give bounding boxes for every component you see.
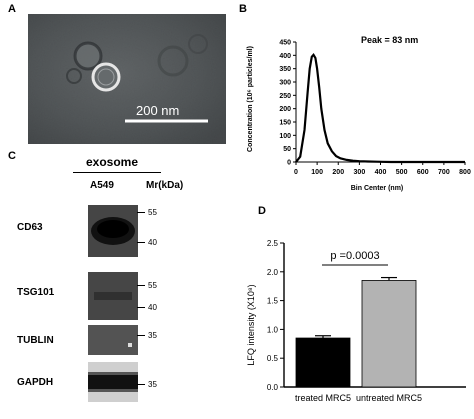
scale-bar-label: 200 nm bbox=[136, 103, 180, 118]
exosome-header-line bbox=[73, 172, 161, 173]
size-distribution-curve bbox=[295, 52, 465, 164]
b-y-tick-label: 200 bbox=[279, 106, 291, 113]
blot-label-tsg101: TSG101 bbox=[17, 287, 55, 298]
size-distribution-chart: 0 100 200 300 400 500 600 700 800 0 50 100 150 200 25… bbox=[247, 35, 471, 192]
marker-tsg101-40: 40 bbox=[148, 303, 157, 312]
blot-label-cd63: CD63 bbox=[17, 222, 43, 233]
marker-tick-tublin-35 bbox=[137, 335, 145, 336]
marker-tick-gapdh-35 bbox=[137, 384, 145, 385]
mr-label: Mr(kDa) bbox=[146, 180, 184, 191]
d-y-tick-label: 1.0 bbox=[267, 325, 279, 334]
bar-untreated bbox=[361, 280, 417, 388]
b-y-tick-label: 250 bbox=[279, 93, 291, 100]
d-y-tick-label: 2.5 bbox=[267, 239, 279, 248]
b-x-tick-label: 600 bbox=[417, 169, 429, 176]
panel-a-letter: A bbox=[8, 3, 16, 15]
blot-cd63 bbox=[88, 205, 138, 257]
marker-tick-cd63-55 bbox=[137, 212, 145, 213]
d-category-label: treated MRC5 bbox=[295, 393, 351, 403]
blot-label-tublin: TUBLIN bbox=[17, 335, 54, 346]
b-x-tick-label: 0 bbox=[294, 169, 298, 176]
marker-tick-tsg101-40 bbox=[137, 307, 145, 308]
lane-label: A549 bbox=[90, 180, 114, 191]
b-x-tick-label: 800 bbox=[459, 169, 471, 176]
blot-gapdh bbox=[88, 362, 138, 402]
b-xlabel: Bin Center (nm) bbox=[351, 185, 404, 192]
d-y-tick-label: 1.5 bbox=[267, 297, 279, 306]
b-y-tick-label: 350 bbox=[279, 66, 291, 73]
marker-cd63-55: 55 bbox=[148, 208, 157, 217]
tem-micrograph bbox=[28, 14, 226, 144]
marker-tick-cd63-40 bbox=[137, 242, 145, 243]
b-x-tick-label: 700 bbox=[438, 169, 450, 176]
b-x-tick-label: 100 bbox=[311, 169, 323, 176]
marker-tsg101-55: 55 bbox=[148, 281, 157, 290]
d-y-tick-label: 0.0 bbox=[267, 383, 279, 392]
blot-label-gapdh: GAPDH bbox=[17, 377, 54, 388]
marker-tublin-35: 35 bbox=[148, 331, 157, 340]
lfq-bar-chart: 0.0 0.5 1.0 1.5 2.0 2.5 treated MRC5 untreated… bbox=[246, 239, 466, 403]
d-y-tick-label: 2.0 bbox=[267, 268, 279, 277]
b-y-tick-label: 0 bbox=[287, 160, 291, 167]
d-category-label: untreated MRC5 bbox=[356, 393, 422, 403]
b-x-tick-label: 500 bbox=[396, 169, 408, 176]
marker-tick-tsg101-55 bbox=[137, 285, 145, 286]
p-value-label: p =0.0003 bbox=[330, 250, 379, 262]
b-y-tick-label: 400 bbox=[279, 53, 291, 60]
peak-annotation: Peak = 83 nm bbox=[361, 35, 418, 45]
d-y-tick-label: 0.5 bbox=[267, 354, 279, 363]
panel-c-letter: C bbox=[8, 150, 16, 162]
b-ylabel: Concentration (10⁶ particles/ml) bbox=[247, 46, 254, 152]
b-y-tick-label: 450 bbox=[279, 40, 291, 47]
b-x-tick-label: 200 bbox=[332, 169, 344, 176]
b-x-tick-label: 400 bbox=[375, 169, 387, 176]
b-y-tick-label: 100 bbox=[279, 133, 291, 140]
bar-treated bbox=[295, 337, 351, 388]
marker-cd63-40: 40 bbox=[148, 238, 157, 247]
b-y-tick-label: 300 bbox=[279, 80, 291, 87]
marker-gapdh-35: 35 bbox=[148, 380, 157, 389]
b-y-tick-label: 150 bbox=[279, 120, 291, 127]
b-x-tick-label: 300 bbox=[354, 169, 366, 176]
panel-b-letter: B bbox=[239, 3, 247, 15]
exosome-header: exosome bbox=[86, 155, 139, 169]
b-y-tick-label: 50 bbox=[283, 146, 291, 153]
blot-tublin bbox=[88, 325, 138, 355]
panel-d-letter: D bbox=[258, 205, 266, 217]
blot-tsg101 bbox=[88, 272, 138, 320]
d-ylabel: LFQ intensity (X10⁸) bbox=[246, 284, 256, 365]
